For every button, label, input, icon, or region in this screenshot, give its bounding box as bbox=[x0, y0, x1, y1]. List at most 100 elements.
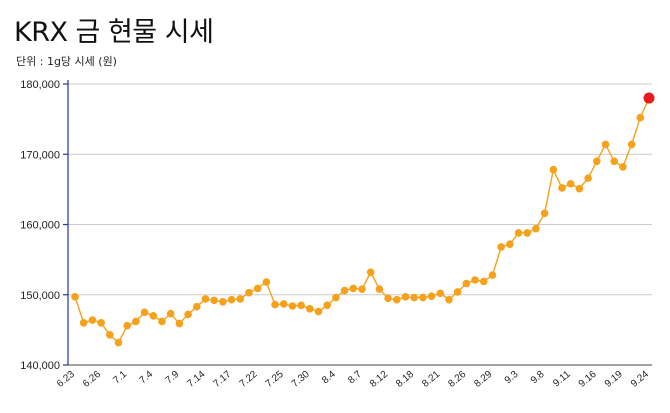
data-point bbox=[332, 293, 340, 302]
data-point bbox=[593, 157, 601, 166]
latest-data-point bbox=[643, 92, 655, 104]
data-point bbox=[619, 163, 627, 171]
x-tick-label: 7.9 bbox=[164, 369, 182, 387]
data-point bbox=[192, 302, 201, 311]
data-point bbox=[445, 295, 453, 304]
x-tick-label: 7.17 bbox=[211, 369, 233, 390]
data-point bbox=[236, 295, 245, 303]
data-point bbox=[471, 276, 479, 284]
data-point bbox=[105, 330, 114, 339]
x-tick-label: 8.4 bbox=[320, 369, 338, 387]
data-point bbox=[79, 319, 88, 327]
y-tick-label: 140,000 bbox=[20, 360, 60, 372]
data-point bbox=[71, 293, 79, 301]
data-point bbox=[410, 293, 418, 302]
x-tick-label: 6.26 bbox=[81, 369, 103, 390]
x-tick-label: 9.11 bbox=[551, 369, 573, 390]
data-point bbox=[253, 284, 262, 293]
data-point bbox=[392, 295, 401, 304]
data-point bbox=[123, 321, 131, 330]
data-point bbox=[219, 297, 227, 306]
data-points bbox=[71, 92, 655, 347]
x-tick-label: 9.16 bbox=[577, 369, 599, 390]
x-tick-label: 9.19 bbox=[603, 369, 625, 390]
data-point bbox=[584, 174, 592, 182]
data-point bbox=[166, 309, 175, 318]
data-point bbox=[114, 338, 123, 347]
data-point bbox=[419, 293, 427, 302]
data-point bbox=[453, 288, 462, 296]
x-tick-label: 8.18 bbox=[394, 369, 416, 390]
x-tick-label: 7.14 bbox=[185, 369, 207, 390]
y-tick-label: 180,000 bbox=[20, 79, 60, 91]
data-point bbox=[245, 288, 253, 297]
x-tick-label: 7.30 bbox=[290, 369, 312, 390]
axes bbox=[63, 80, 652, 366]
x-tick-label: 8.7 bbox=[346, 369, 364, 387]
data-point bbox=[323, 301, 332, 310]
x-tick-label: 8.12 bbox=[368, 369, 390, 390]
data-point bbox=[201, 295, 210, 303]
data-point bbox=[262, 278, 271, 286]
data-point bbox=[97, 319, 105, 327]
x-tick-label: 7.1 bbox=[111, 369, 129, 387]
chart-subtitle: 단위 : 1g당 시세 (원) bbox=[16, 55, 117, 68]
data-point bbox=[436, 289, 445, 298]
data-point bbox=[384, 294, 392, 303]
chart-title: KRX 금 현물 시세 bbox=[14, 17, 214, 48]
y-tick-labels: 140,000 150,000 160,000 170,000 180,000 bbox=[20, 79, 60, 372]
data-point bbox=[297, 301, 305, 310]
data-point bbox=[401, 293, 410, 301]
data-point bbox=[575, 184, 584, 193]
data-point bbox=[627, 140, 636, 149]
data-point bbox=[279, 300, 288, 308]
y-tick-label: 170,000 bbox=[20, 149, 60, 161]
data-point bbox=[306, 305, 314, 313]
x-tick-label: 8.26 bbox=[446, 369, 468, 390]
data-point bbox=[175, 319, 184, 328]
data-point bbox=[462, 279, 471, 288]
data-point bbox=[601, 140, 610, 149]
x-tick-label: 8.29 bbox=[472, 369, 494, 390]
data-point bbox=[497, 243, 505, 251]
data-point bbox=[140, 308, 149, 317]
series-polyline bbox=[74, 97, 650, 344]
data-point bbox=[479, 277, 488, 286]
data-point bbox=[506, 240, 514, 248]
grid-lines bbox=[68, 83, 652, 296]
x-tick-label: 9.3 bbox=[503, 369, 521, 387]
x-tick-label: 8.21 bbox=[420, 369, 442, 390]
data-point bbox=[149, 312, 158, 320]
data-point bbox=[340, 286, 349, 295]
data-point bbox=[532, 224, 540, 233]
data-point bbox=[540, 209, 549, 218]
data-point bbox=[227, 295, 236, 304]
data-point bbox=[610, 157, 619, 166]
data-point bbox=[184, 310, 192, 319]
data-point bbox=[566, 179, 575, 188]
x-tick-label: 9.24 bbox=[629, 369, 651, 390]
y-tick-label: 160,000 bbox=[20, 220, 60, 232]
data-point bbox=[375, 285, 384, 293]
x-tick-label: 7.4 bbox=[137, 369, 155, 387]
x-tick-label: 7.25 bbox=[264, 369, 286, 390]
x-tick-labels: 6.23 6.26 7.1 7.4 7.9 7.14 7.17 7.22 7.25 7.30 8.4… bbox=[55, 369, 651, 390]
data-point bbox=[158, 317, 166, 326]
data-point bbox=[210, 296, 218, 305]
data-point bbox=[523, 229, 532, 237]
data-point bbox=[488, 271, 497, 279]
x-tick-label: 7.22 bbox=[238, 369, 260, 390]
data-point bbox=[288, 302, 297, 310]
data-point bbox=[314, 307, 323, 316]
data-point bbox=[349, 284, 358, 293]
data-point bbox=[558, 184, 566, 192]
data-point bbox=[271, 300, 279, 309]
data-point bbox=[88, 316, 97, 324]
data-point bbox=[366, 268, 375, 277]
data-point bbox=[132, 317, 140, 326]
data-point bbox=[358, 285, 366, 293]
data-point bbox=[514, 229, 523, 237]
y-tick-label: 150,000 bbox=[20, 290, 60, 302]
data-point bbox=[636, 113, 645, 122]
